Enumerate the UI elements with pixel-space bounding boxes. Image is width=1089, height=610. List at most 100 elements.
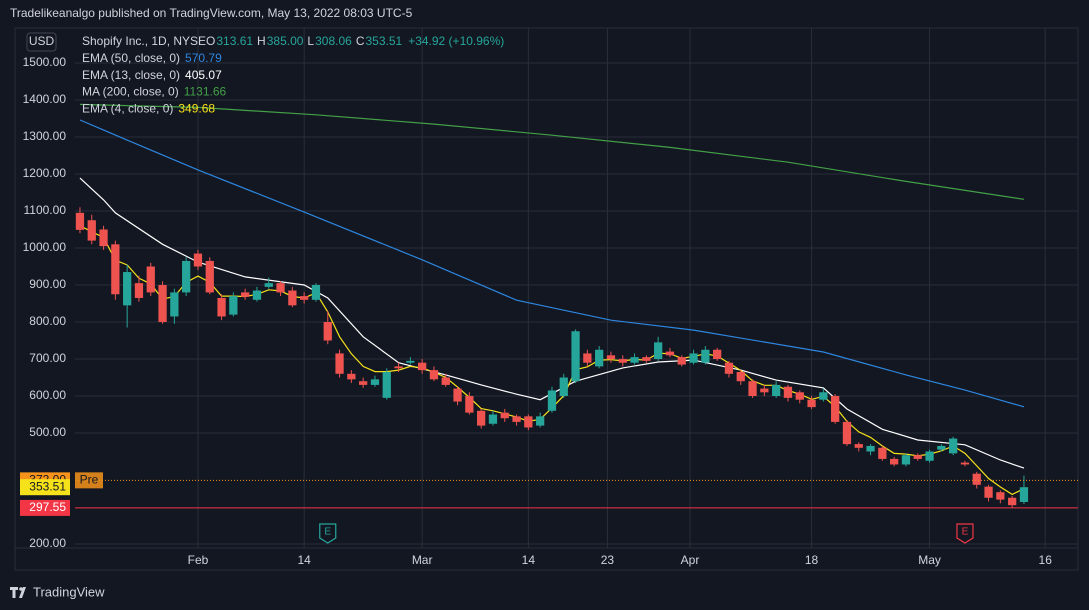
candle-body (878, 447, 887, 459)
ohlc-key: H (257, 34, 266, 48)
y-tick-label: 1400.00 (23, 92, 67, 106)
candle-body (323, 322, 332, 341)
candle-body (595, 349, 604, 367)
indicator-value: 349.68 (178, 101, 215, 115)
candle-body (406, 360, 415, 363)
candle-body (736, 371, 745, 382)
event-marker (956, 523, 974, 544)
price-tag-box (75, 472, 103, 489)
candle-body (335, 353, 344, 374)
currency-button[interactable] (26, 32, 57, 52)
candle-body (866, 445, 875, 452)
publish-info: Tradelikeanalgo published on TradingView… (10, 6, 413, 20)
y-tick-label: 200.00 (29, 536, 66, 550)
candle-body (630, 357, 639, 363)
x-tick-label: May (918, 553, 941, 567)
candle-body (795, 392, 804, 400)
candle-body (512, 416, 521, 422)
candle-body (217, 297, 226, 317)
chart-frame (14, 27, 1079, 571)
candle-body (665, 351, 675, 356)
ohlc-key: O (206, 34, 215, 48)
candle-body (913, 455, 922, 459)
candle-body (429, 370, 439, 380)
ohlc-key: L (307, 34, 314, 48)
candle-body (559, 377, 568, 397)
candle-body (701, 349, 710, 363)
y-tick-label: 1000.00 (23, 240, 67, 254)
candle-body (477, 410, 486, 426)
footer-logo (10, 587, 26, 598)
price-label-box (20, 499, 70, 516)
candle-body (488, 414, 498, 424)
ohlc-value: 308.06 (315, 34, 352, 48)
candle-body (193, 253, 203, 267)
candle-body (831, 396, 840, 422)
candle-body (677, 357, 686, 365)
candle-body (87, 220, 96, 241)
indicator-value: 1131.66 (184, 85, 227, 99)
candle-body (583, 353, 592, 363)
candle-body (252, 290, 262, 300)
indicator-value: 405.07 (185, 68, 222, 82)
ohlc-value: 313.61 (216, 34, 253, 48)
candle-body (99, 229, 108, 247)
candle-body (288, 290, 297, 306)
ohlc-legend: O 313.61 H 385.00 L 308.06 C 353.51 +34.92 (+10.… (206, 34, 504, 48)
candle-body (123, 272, 132, 306)
candle-body (654, 342, 663, 360)
candle-body (724, 362, 734, 374)
candle-body (642, 357, 651, 361)
candle-body (276, 283, 285, 293)
candle-body (925, 451, 934, 461)
candle-body (205, 260, 214, 293)
symbol-label: Shopify Inc., 1D, NYSE (82, 34, 206, 48)
candle-body (146, 266, 155, 293)
candle-body (996, 492, 1005, 500)
indicator-name: EMA (13, close, 0) (82, 68, 180, 82)
price-label-box (20, 479, 70, 496)
candle-body (606, 355, 616, 360)
y-tick-label: 900.00 (29, 277, 66, 291)
candle-body (713, 349, 722, 360)
candle-body (536, 416, 545, 426)
x-tick-label: 18 (805, 553, 819, 567)
candle-body (300, 296, 309, 300)
candle-body (134, 283, 144, 298)
indicator-line (79, 119, 1025, 408)
candle-body (772, 384, 781, 397)
price-label: 297.55 (29, 500, 66, 514)
x-tick-label: Mar (412, 553, 433, 567)
candle-body (1019, 487, 1029, 502)
candle-body (972, 473, 981, 485)
candle-body (453, 388, 462, 402)
candle-body (465, 396, 474, 413)
indicator-value: 570.79 (185, 51, 222, 65)
candle-body (370, 379, 380, 385)
event-label: E (324, 527, 331, 538)
y-tick-label: 700.00 (29, 351, 66, 365)
x-tick-label: 14 (522, 553, 536, 567)
candle-body (890, 458, 899, 465)
ohlc-key: C (356, 34, 365, 48)
footer-brand: TradingView (33, 584, 105, 599)
candle-body (689, 353, 698, 363)
candle-body (111, 244, 120, 295)
candle-body (394, 366, 403, 369)
y-tick-label: 1300.00 (23, 129, 67, 143)
candle-body (937, 445, 946, 450)
candle-body (571, 331, 580, 382)
candle-body (949, 438, 958, 454)
candle-body (347, 373, 356, 380)
x-tick-label: Apr (681, 553, 700, 567)
candle-body (241, 292, 250, 297)
candle-body (783, 386, 793, 398)
y-tick-label: 800.00 (29, 314, 66, 328)
candle-body (854, 444, 863, 448)
currency-label[interactable]: USD (29, 34, 55, 48)
candle-body (500, 412, 509, 419)
candle-body (311, 285, 321, 300)
y-tick-label: 1500.00 (23, 55, 67, 69)
x-tick-label: 16 (1039, 553, 1053, 567)
y-tick-label: 1100.00 (24, 203, 67, 217)
